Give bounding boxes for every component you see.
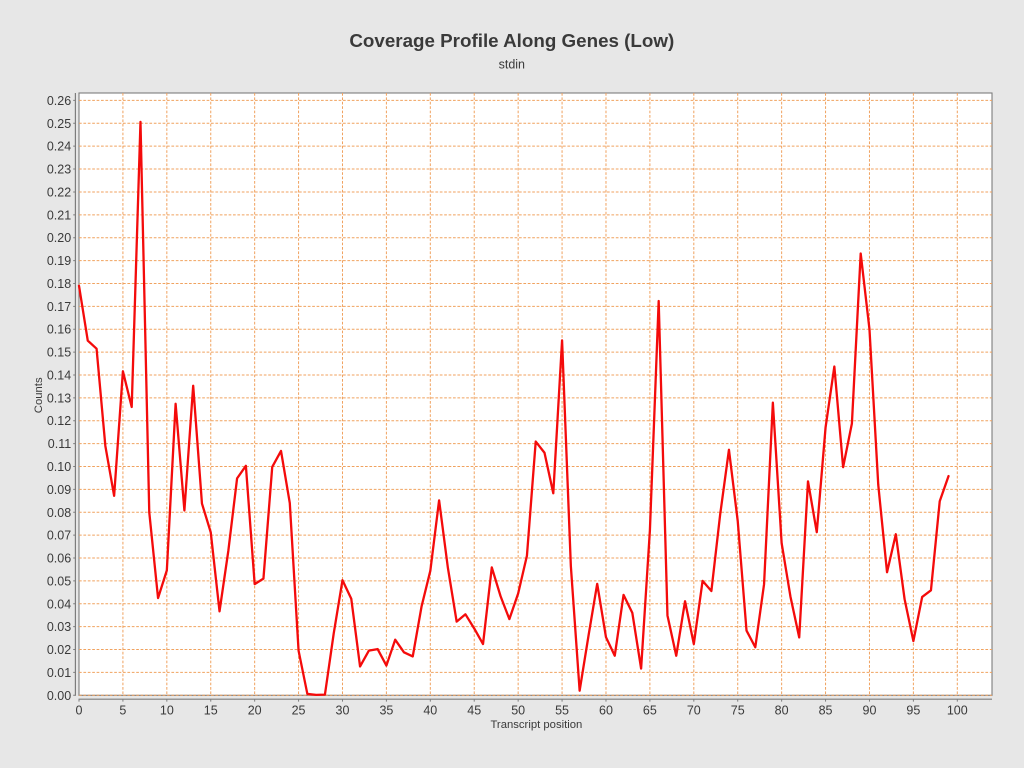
svg-text:0.07: 0.07	[47, 529, 71, 543]
svg-text:95: 95	[906, 704, 920, 718]
svg-text:0.09: 0.09	[47, 483, 71, 497]
svg-text:70: 70	[687, 704, 701, 718]
svg-text:0.26: 0.26	[47, 94, 71, 108]
svg-text:0.20: 0.20	[47, 231, 71, 245]
svg-text:0.03: 0.03	[47, 620, 71, 634]
svg-text:0.12: 0.12	[47, 414, 71, 428]
svg-text:0.08: 0.08	[47, 506, 71, 520]
svg-text:0.19: 0.19	[47, 254, 71, 268]
svg-text:5: 5	[119, 704, 126, 718]
svg-text:0.22: 0.22	[47, 185, 71, 199]
svg-text:20: 20	[248, 704, 262, 718]
svg-text:0.21: 0.21	[47, 208, 71, 222]
svg-text:0.10: 0.10	[47, 460, 71, 474]
svg-text:0: 0	[76, 704, 83, 718]
svg-text:0.14: 0.14	[47, 368, 71, 382]
svg-text:0.04: 0.04	[47, 597, 71, 611]
svg-text:100: 100	[947, 704, 968, 718]
svg-text:50: 50	[511, 704, 525, 718]
svg-text:65: 65	[643, 704, 657, 718]
svg-text:45: 45	[467, 704, 481, 718]
svg-text:Coverage Profile Along Genes (: Coverage Profile Along Genes (Low)	[349, 30, 674, 51]
svg-text:55: 55	[555, 704, 569, 718]
svg-text:0.16: 0.16	[47, 323, 71, 337]
svg-text:0.00: 0.00	[47, 689, 71, 703]
svg-text:0.05: 0.05	[47, 574, 71, 588]
svg-text:25: 25	[292, 704, 306, 718]
svg-text:0.17: 0.17	[47, 300, 71, 314]
svg-text:80: 80	[775, 704, 789, 718]
svg-text:stdin: stdin	[499, 58, 525, 72]
svg-text:10: 10	[160, 704, 174, 718]
svg-text:0.02: 0.02	[47, 643, 71, 657]
svg-text:40: 40	[423, 704, 437, 718]
svg-text:Transcript position: Transcript position	[490, 719, 582, 731]
svg-text:75: 75	[731, 704, 745, 718]
svg-text:0.01: 0.01	[47, 666, 71, 680]
svg-text:0.13: 0.13	[47, 391, 71, 405]
svg-text:0.11: 0.11	[48, 437, 71, 451]
svg-text:35: 35	[379, 704, 393, 718]
svg-text:85: 85	[819, 704, 833, 718]
svg-text:30: 30	[336, 704, 350, 718]
svg-text:0.18: 0.18	[47, 277, 71, 291]
svg-text:0.23: 0.23	[47, 163, 71, 177]
svg-text:60: 60	[599, 704, 613, 718]
svg-text:0.15: 0.15	[47, 346, 71, 360]
svg-text:0.06: 0.06	[47, 552, 71, 566]
svg-text:0.25: 0.25	[47, 117, 71, 131]
svg-text:15: 15	[204, 704, 218, 718]
svg-text:0.24: 0.24	[47, 140, 71, 154]
svg-text:90: 90	[863, 704, 877, 718]
svg-text:Counts: Counts	[33, 377, 45, 413]
